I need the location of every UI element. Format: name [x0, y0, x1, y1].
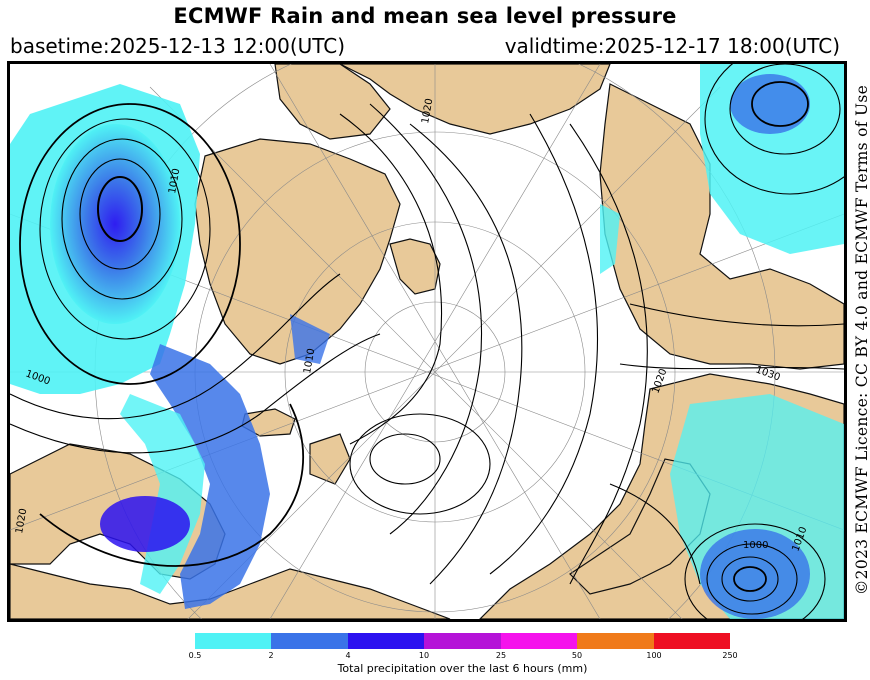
colorbar-tick: 250: [722, 651, 738, 660]
colorbar-segment: [271, 633, 348, 649]
land-novaya-zemlya: [309, 433, 351, 485]
colorbar-tick: 4: [345, 651, 351, 660]
colorbar-segment: [500, 633, 578, 649]
isobar-label: 1000: [743, 540, 768, 551]
colorbar-tick: 50: [571, 651, 583, 660]
colorbar-caption: Total precipitation over the last 6 hour…: [337, 662, 588, 675]
precip-pacific-core: [730, 74, 810, 134]
precip-canada-arctic: [600, 204, 620, 274]
licence-text: ©2023 ECMWF Licence: CC BY 4.0 and ECMWF…: [853, 84, 870, 596]
precip-band-west: [150, 344, 270, 609]
colorbar-tick: 10: [418, 651, 430, 660]
isobar-label: 1010: [167, 168, 182, 195]
colorbar-tick: 25: [495, 651, 507, 660]
colorbar-segment: [424, 633, 501, 649]
precipitation-colorbar: [195, 633, 730, 649]
map-panel[interactable]: 1010 1000 1020 1030 1020 1000 1010 1020 …: [7, 61, 847, 622]
colorbar-segment: [347, 633, 425, 649]
validtime-label: validtime:2025-12-17 18:00(UTC): [504, 34, 840, 58]
land-svalbard: [389, 238, 441, 295]
colorbar-segment: [195, 633, 272, 649]
isobar-label: 1020: [14, 508, 29, 535]
colorbar-segment: [653, 633, 730, 649]
precip-greenland-coast: [290, 314, 330, 364]
land-canada-north: [339, 64, 611, 135]
colorbar-tick: 2: [268, 651, 274, 660]
colorbar-tick: 100: [646, 651, 662, 660]
isobar-label: 1010: [302, 348, 317, 375]
colorbar-tick: 0.5: [188, 651, 202, 660]
map-canvas[interactable]: 1010 1000 1020 1030 1020 1000 1010 1020 …: [10, 64, 844, 619]
isobar-label: 1020: [420, 98, 435, 125]
precip-core-atlantic: [50, 124, 180, 324]
precip-siberia-core: [700, 529, 810, 619]
colorbar-segment: [577, 633, 654, 649]
precip-barents-low: [100, 496, 190, 552]
land-greenland: [194, 138, 401, 365]
precip-band-west-light: [120, 394, 205, 594]
basetime-label: basetime:2025-12-13 12:00(UTC): [10, 34, 346, 58]
chart-title: ECMWF Rain and mean sea level pressure: [173, 4, 677, 28]
isobars: [10, 64, 844, 619]
land-europe-russia: [10, 563, 451, 619]
